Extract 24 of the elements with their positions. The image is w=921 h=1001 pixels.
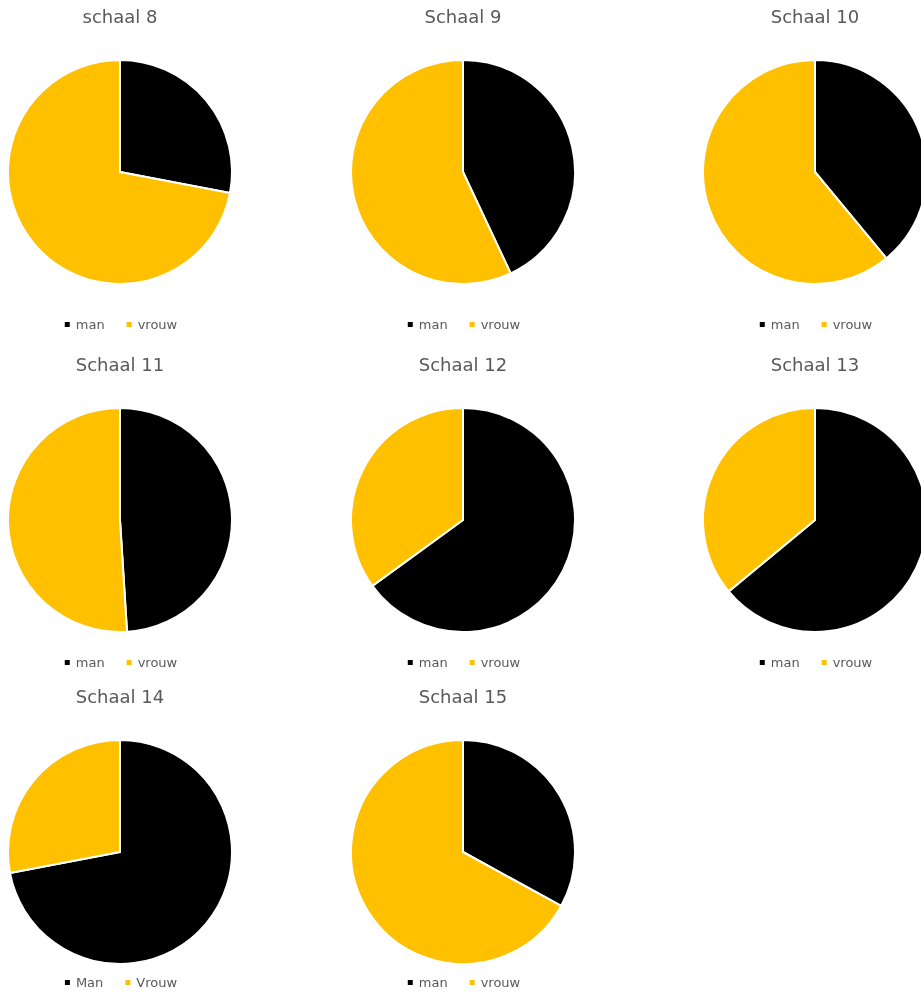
- chart-title: Schaal 15: [418, 685, 508, 707]
- legend-label: vrouw: [137, 655, 178, 670]
- chart-title: Schaal 14: [75, 685, 165, 707]
- legend-label: vrouw: [480, 975, 521, 990]
- chart-title: Schaal 10: [770, 5, 860, 27]
- chart-title: Schaal 9: [424, 5, 502, 27]
- chart-title: Schaal 12: [418, 353, 508, 375]
- legend-label: man: [418, 655, 448, 670]
- legend-label: vrouw: [832, 317, 873, 332]
- chart-title: Schaal 11: [75, 353, 165, 375]
- legend-label: vrouw: [832, 655, 873, 670]
- legend-label: Vrouw: [136, 975, 178, 990]
- legend-label: man: [75, 655, 105, 670]
- legend-label: man: [770, 317, 800, 332]
- chart-title: schaal 8: [82, 5, 158, 27]
- legend-label: man: [770, 655, 800, 670]
- legend-label: man: [75, 317, 105, 332]
- legend-label: vrouw: [480, 317, 521, 332]
- legend-label: Man: [75, 975, 104, 990]
- legend-label: vrouw: [480, 655, 521, 670]
- chart-title: Schaal 13: [770, 353, 860, 375]
- legend-label: man: [418, 317, 448, 332]
- legend-label: man: [418, 975, 448, 990]
- legend-label: vrouw: [137, 317, 178, 332]
